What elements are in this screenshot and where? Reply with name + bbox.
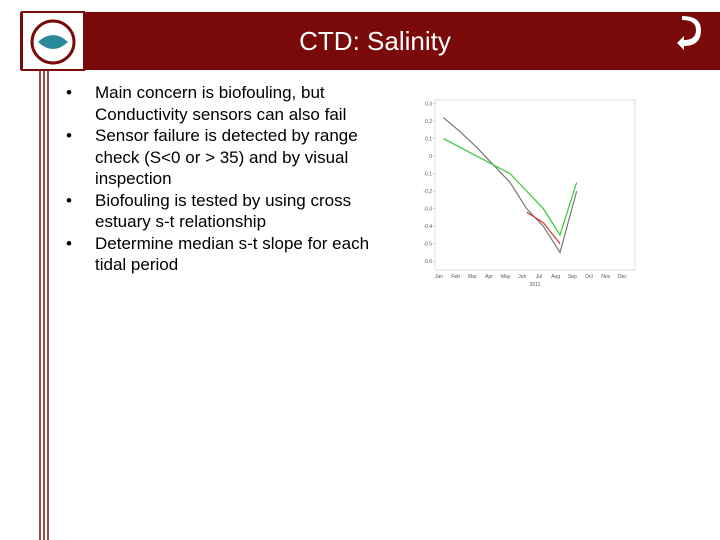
- x-tick-label: Oct: [585, 274, 593, 280]
- y-tick-label: -0.4: [423, 224, 432, 230]
- series-line: [442, 117, 578, 254]
- x-tick-label: Jan: [435, 274, 443, 280]
- y-tick-label: -0.1: [423, 172, 432, 178]
- y-tick-label: -0.6: [423, 259, 432, 265]
- bullet-list: Main concern is biofouling, but Conducti…: [58, 82, 378, 276]
- series-line: [443, 138, 578, 237]
- x-tick-label: Nov: [601, 274, 610, 280]
- return-icon[interactable]: [677, 16, 701, 50]
- x-tick-label: Feb: [451, 274, 460, 280]
- bullet: Determine median s-t slope for each tida…: [58, 233, 375, 276]
- x-tick-label: Dec: [618, 274, 627, 280]
- plot-frame: [434, 99, 636, 271]
- x-tick-label: Jul: [536, 274, 542, 280]
- x-tick-label: Mar: [468, 274, 477, 280]
- salinity-chart: 0.3 0.2 0.1 0 -0.1 -0.2 -0.3 -0.4 -0.5 -0.6 Jan Feb…: [423, 99, 636, 288]
- bullet: Sensor failure is detected by range chec…: [58, 125, 375, 190]
- bullet: Main concern is biofouling, but Conducti…: [58, 82, 375, 125]
- bullet: Biofouling is tested by using cross estu…: [58, 190, 375, 233]
- x-tick-label: Apr: [485, 274, 493, 280]
- y-tick-label: -0.3: [423, 207, 432, 213]
- series-line: [526, 211, 561, 245]
- x-tick-label: Aug: [551, 274, 560, 280]
- y-tick-label: 0.2: [425, 119, 432, 125]
- slide-title: CTD: Salinity: [299, 26, 451, 56]
- x-tick-label: Sep: [568, 274, 577, 280]
- y-tick-label: -0.5: [423, 242, 432, 248]
- y-tick-label: 0.1: [425, 137, 432, 143]
- y-tick-label: 0.3: [425, 102, 432, 108]
- header-icons: [21, 11, 701, 71]
- x-axis-label: 2011: [530, 282, 541, 288]
- y-tick-label: 0: [429, 154, 432, 160]
- x-tick-label: May: [501, 274, 511, 280]
- x-tick-label: Jun: [518, 274, 526, 280]
- title-banner: [20, 12, 720, 70]
- y-tick-label: -0.2: [423, 189, 432, 195]
- logo-fish: [38, 35, 68, 49]
